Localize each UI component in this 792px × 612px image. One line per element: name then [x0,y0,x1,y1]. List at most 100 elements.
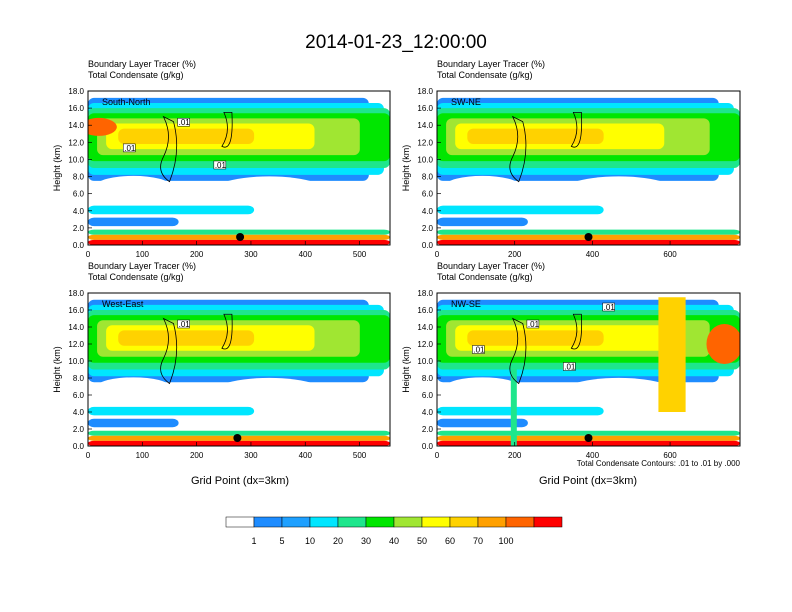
y-axis-label: Height (km) [401,346,411,393]
x-tick-label: 500 [353,451,367,460]
y-tick-label: 18.0 [68,87,84,96]
y-tick-label: 14.0 [417,323,433,332]
colorbar-swatch [449,516,479,528]
x-tick-label: 200 [190,250,204,259]
clear-region [97,377,170,396]
y-tick-label: 16.0 [68,104,84,113]
x-tick-label: 400 [299,250,313,259]
y-axis-label: Height (km) [401,145,411,192]
plot-frame [87,292,391,447]
y-tick-label: 8.0 [73,173,85,182]
tracer-field: .01 .01 .01 .01 [437,293,740,446]
field-label: Boundary Layer Tracer (%) [437,59,545,69]
contour-label-box [563,362,576,371]
y-tick-label: 14.0 [68,323,84,332]
panel-name: SW-NE [451,97,481,107]
y-tick-label: 8.0 [73,374,85,383]
y-tick-label: 2.0 [422,425,434,434]
x-tick-label: 100 [136,250,150,259]
y-tick-label: 12.0 [68,138,84,147]
colorbar-swatch [309,516,339,528]
boundary-band [437,239,740,245]
y-tick-label: 2.0 [73,224,85,233]
colorbar-label: 1 [251,536,256,546]
contour-note: Total Condensate Contours: .01 to .01 by… [577,459,741,468]
lower-band [437,205,604,215]
condensate-contour [160,317,178,385]
location-marker [233,434,242,442]
colorbar-swatch [225,516,255,528]
clear-region [446,175,519,195]
panel-name: NW-SE [451,299,481,309]
boundary-band [88,440,390,446]
contour-label: .01 [179,118,191,127]
field-label: Boundary Layer Tracer (%) [437,261,545,271]
panel-name: South-North [102,97,151,107]
panel-sw-ne: SW-NE 0.0 2.0 4.0 6.0 8.0 10.0 12.0 14.0 16.0 18.0… [401,59,741,259]
y-tick-label: 4.0 [422,408,434,417]
colorbar-swatch [337,516,367,528]
boundary-band [437,229,740,235]
colorbar-swatch [477,516,507,528]
tracer-field [437,91,740,245]
y-tick-label: 0.0 [422,442,434,451]
condensate-contour [570,111,583,148]
colorbar-swatch [365,516,395,528]
colorbar-label: 100 [498,536,513,546]
y-tick-label: 10.0 [68,155,84,164]
field-label: Boundary Layer Tracer (%) [88,261,196,271]
colorbar-label: 20 [333,536,343,546]
convective-column [658,297,686,412]
x-axis-label: Grid Point (dx=3km) [539,475,637,487]
clear-region [97,175,170,195]
y-tick-label: 0.0 [73,442,85,451]
contour-label-box [122,143,136,153]
field-label: Boundary Layer Tracer (%) [88,59,196,69]
lower-band [437,406,604,416]
contour-label-box [472,345,485,354]
contour-label: .01 [473,346,485,355]
field-label: Total Condensate (g/kg) [437,272,533,282]
tracer-field: .01 .01 .01 [88,91,390,245]
x-tick-label: 200 [508,451,522,460]
x-tick-label: 300 [244,250,258,259]
tracer-band [467,330,604,346]
y-tick-label: 4.0 [422,207,434,216]
x-tick-label: 400 [299,451,313,460]
y-tick-label: 18.0 [417,87,433,96]
contour-label: .01 [604,303,616,312]
y-tick-label: 12.0 [417,340,433,349]
y-tick-label: 18.0 [417,289,433,298]
x-tick-label: 0 [86,451,91,460]
x-tick-label: 100 [136,451,150,460]
y-tick-label: 12.0 [417,138,433,147]
x-axis-label: Grid Point (dx=3km) [191,475,289,487]
colorbar-label: 30 [361,536,371,546]
clear-region [446,377,519,396]
boundary-band [88,229,390,235]
colorbar-swatch [281,516,311,528]
colorbar-label: 40 [389,536,399,546]
colorbar-label: 10 [305,536,315,546]
y-tick-label: 4.0 [73,408,85,417]
boundary-band [88,430,390,436]
y-tick-label: 6.0 [73,391,85,400]
tracer-max [88,117,117,136]
plot-frame [436,90,741,246]
contour-label: .01 [564,363,576,372]
contour-label-box [213,160,227,170]
x-tick-label: 0 [435,451,440,460]
y-tick-label: 16.0 [417,104,433,113]
contour-label-box [602,302,615,312]
y-tick-label: 4.0 [73,207,85,216]
colorbar-label: 50 [417,536,427,546]
y-tick-label: 8.0 [422,374,434,383]
y-tick-label: 10.0 [417,357,433,366]
tracer-field: .01 [88,293,390,446]
y-tick-label: 0.0 [73,241,85,250]
y-tick-label: 0.0 [422,241,434,250]
contour-label-box [526,319,540,329]
contour-label: .01 [179,320,191,329]
lower-band [437,418,528,428]
boundary-band [88,239,390,245]
